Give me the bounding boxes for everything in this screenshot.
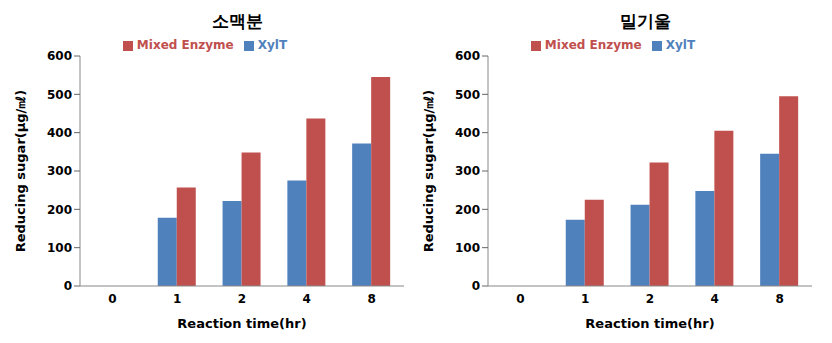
svg-text:200: 200 (455, 203, 480, 217)
svg-text:4: 4 (711, 292, 719, 306)
html-text:밀기울: 밀기울 (619, 11, 671, 31)
svg-text:1: 1 (173, 292, 181, 306)
svg-text:300: 300 (455, 164, 480, 178)
html-text:소맥분: 소맥분 (211, 11, 263, 31)
svg-text:8: 8 (367, 292, 375, 306)
svg-text:0: 0 (108, 292, 116, 306)
svg-text:1: 1 (581, 292, 589, 306)
svg-text:Reducing sugar(μg/㎖): Reducing sugar(μg/㎖) (421, 90, 436, 253)
svg-text:0: 0 (64, 279, 72, 293)
html-text:Mixed Enzyme: Mixed Enzyme (544, 38, 642, 52)
svg-text:100: 100 (47, 241, 72, 255)
svg-text:500: 500 (455, 88, 480, 102)
svg-text:Reaction time(hr): Reaction time(hr) (177, 316, 306, 331)
svg-text:200: 200 (47, 203, 72, 217)
svg-text:0: 0 (516, 292, 524, 306)
html-text:XylT: XylT (665, 38, 696, 52)
svg-text:100: 100 (455, 241, 480, 255)
svg-text:4: 4 (303, 292, 311, 306)
svg-text:300: 300 (47, 164, 72, 178)
svg-text:Reaction time(hr): Reaction time(hr) (585, 316, 714, 331)
svg-text:Reducing sugar(μg/㎖): Reducing sugar(μg/㎖) (13, 90, 28, 253)
svg-text:600: 600 (455, 49, 480, 63)
svg-text:2: 2 (646, 292, 654, 306)
svg-text:600: 600 (47, 49, 72, 63)
html-text:XylT: XylT (257, 38, 288, 52)
svg-text:400: 400 (47, 126, 72, 140)
svg-text:8: 8 (775, 292, 783, 306)
svg-text:0: 0 (472, 279, 480, 293)
html-text:Mixed Enzyme: Mixed Enzyme (136, 38, 234, 52)
svg-text:2: 2 (238, 292, 246, 306)
svg-text:400: 400 (455, 126, 480, 140)
svg-text:500: 500 (47, 88, 72, 102)
